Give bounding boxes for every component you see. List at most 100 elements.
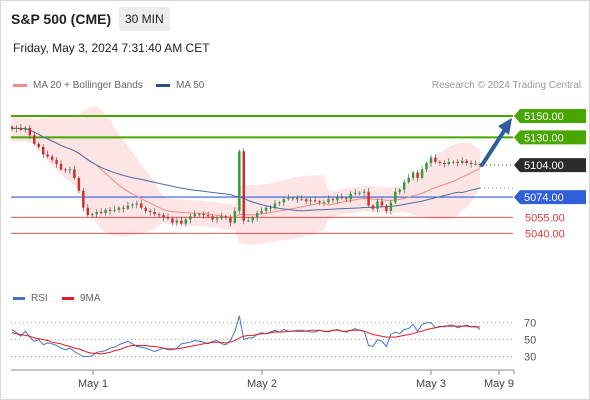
legend-ma20: MA 20 + Bollinger Bands	[13, 80, 143, 91]
candle	[82, 190, 85, 208]
candle	[117, 207, 121, 210]
candle	[184, 219, 188, 224]
candle	[380, 201, 384, 206]
candle	[113, 209, 116, 211]
candle	[99, 212, 103, 214]
candle	[68, 169, 72, 171]
candle	[340, 197, 344, 199]
candle	[242, 151, 245, 221]
ma50-swatch	[156, 84, 170, 87]
candle	[197, 214, 201, 216]
x-tick-label-may-1: May 1	[78, 378, 108, 390]
candle	[438, 161, 442, 163]
candle	[41, 146, 45, 155]
timeframe-button[interactable]: 30 MIN	[119, 7, 170, 31]
candle	[304, 199, 308, 202]
candle	[95, 212, 98, 215]
candle	[171, 218, 174, 223]
rsi-ma-line	[11, 325, 480, 355]
candle	[19, 127, 23, 130]
candle	[376, 201, 379, 209]
level-label-5074.00: 5074.00	[524, 192, 564, 204]
candle	[73, 169, 76, 178]
candle	[50, 156, 54, 160]
candle	[166, 217, 170, 219]
candle	[206, 215, 210, 217]
level-label-5104.00: 5104.00	[524, 160, 564, 172]
candle	[108, 209, 112, 211]
level-label-5130.00: 5130.00	[524, 132, 564, 144]
candle	[452, 161, 455, 163]
level-tag-5104.00	[514, 158, 586, 173]
rsi-label: RSI	[31, 293, 48, 304]
candle	[389, 202, 393, 211]
candle	[64, 169, 67, 171]
candle	[175, 220, 179, 223]
candle	[385, 205, 388, 211]
candle	[224, 216, 228, 218]
candle	[367, 191, 370, 206]
candle	[296, 198, 299, 200]
candle	[336, 197, 339, 201]
candle	[189, 216, 192, 220]
candle	[33, 135, 36, 144]
source-credit: Research © 2024 Trading Central	[431, 80, 581, 91]
level-label-5040.00: 5040.00	[525, 228, 565, 240]
x-tick-label-may-2: May 2	[247, 378, 277, 390]
candle	[313, 200, 317, 202]
candle	[358, 192, 361, 194]
candle	[447, 161, 451, 164]
candle	[46, 154, 49, 157]
candle	[122, 207, 125, 209]
candle	[157, 214, 161, 216]
candle	[465, 160, 468, 163]
candle	[353, 192, 357, 194]
candle	[162, 215, 165, 218]
candle	[28, 127, 32, 136]
bollinger-band	[12, 106, 480, 245]
candle	[407, 177, 410, 183]
candle	[394, 191, 397, 203]
ma20-label: MA 20 + Bollinger Bands	[33, 80, 143, 91]
candle	[371, 205, 375, 209]
candle	[318, 201, 321, 203]
candle	[37, 143, 40, 147]
candle	[104, 209, 107, 214]
rsi-ma-swatch	[62, 297, 74, 300]
timestamp: Friday, May 3, 2024 7:31:40 AM CET	[13, 41, 210, 55]
x-tick-label-may-9: May 9	[484, 378, 514, 390]
candle	[460, 160, 464, 163]
candle	[443, 162, 446, 164]
candle	[148, 210, 152, 212]
candle	[264, 207, 268, 211]
candle	[153, 212, 156, 215]
candle	[362, 191, 366, 193]
candle	[345, 198, 348, 200]
candle	[260, 210, 263, 214]
candle	[211, 216, 214, 220]
candle	[247, 220, 250, 222]
rsi-tick-70: 70	[524, 318, 536, 330]
candle	[291, 198, 295, 200]
candle	[420, 169, 424, 178]
candle	[59, 164, 63, 170]
candle	[255, 213, 259, 218]
candle	[233, 210, 237, 223]
candle	[269, 207, 272, 209]
candle	[273, 203, 277, 208]
candle	[77, 177, 81, 191]
rsi-tick-30: 30	[524, 352, 536, 364]
legend-ma50: MA 50	[156, 80, 204, 91]
candle	[474, 164, 477, 165]
candle	[135, 203, 139, 205]
ma50-line	[11, 127, 481, 212]
candle	[456, 161, 459, 163]
candle	[425, 162, 428, 170]
level-tag-5130.00	[514, 130, 586, 145]
candle	[416, 172, 419, 178]
candle	[202, 214, 205, 216]
level-tag-5074.00	[514, 190, 586, 205]
candle	[411, 172, 415, 178]
candle	[434, 157, 437, 162]
